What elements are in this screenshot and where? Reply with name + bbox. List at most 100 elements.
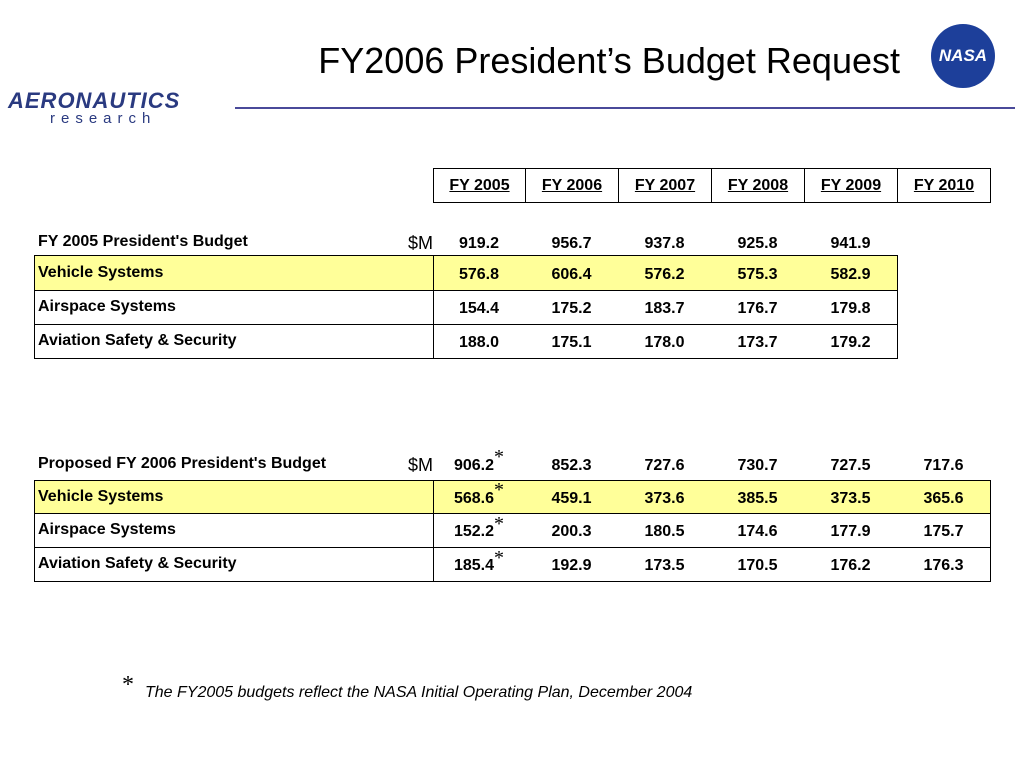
value: 179.8 bbox=[830, 300, 871, 317]
value-cell: 175.7 bbox=[897, 515, 990, 549]
note-marker: * bbox=[494, 479, 505, 501]
row-box bbox=[34, 324, 898, 359]
value-cell: 365.6 bbox=[897, 482, 990, 515]
value: 575.3 bbox=[737, 265, 778, 283]
brand-logo: AERONAUTICS bbox=[8, 88, 181, 113]
footnote: The FY2005 budgets reflect the NASA Init… bbox=[145, 684, 693, 701]
column-header-text: FY 2005 bbox=[449, 176, 510, 194]
value: 154.4 bbox=[458, 300, 500, 317]
column-header: FY 2007 bbox=[618, 168, 712, 203]
value-cell: 852.3 bbox=[525, 449, 618, 482]
value: 173.7 bbox=[737, 334, 778, 351]
value-cell: 183.7 bbox=[618, 292, 711, 326]
value: 188.0 bbox=[458, 334, 500, 351]
value-cell: 941.9 bbox=[804, 230, 897, 257]
value-cell: 717.6 bbox=[897, 449, 990, 482]
brand-sub: research bbox=[50, 110, 157, 127]
value: 176.3 bbox=[923, 557, 964, 574]
value-cell: 373.6 bbox=[618, 482, 711, 515]
value: 727.6 bbox=[644, 456, 685, 474]
value: 180.5 bbox=[644, 523, 685, 540]
value: 852.3 bbox=[551, 456, 592, 474]
value-cell: 925.8 bbox=[711, 230, 804, 257]
value-cell: 176.3 bbox=[897, 549, 990, 583]
column-header: FY 2009 bbox=[804, 168, 898, 203]
value-cell: 192.9 bbox=[525, 549, 618, 583]
value: 173.5 bbox=[644, 557, 685, 574]
value-cell: 188.0 bbox=[433, 326, 525, 360]
value-cell: 730.7 bbox=[711, 449, 804, 482]
value: 178.0 bbox=[644, 334, 685, 351]
agency-logo: NASA bbox=[931, 24, 995, 88]
value-cell: 575.3 bbox=[711, 257, 804, 292]
value: 177.9 bbox=[830, 523, 871, 540]
value: 906.2 bbox=[453, 456, 495, 474]
value-cell: 175.1 bbox=[525, 326, 618, 360]
value: 385.5 bbox=[737, 489, 778, 507]
value: 717.6 bbox=[923, 456, 964, 474]
value: 937.8 bbox=[644, 234, 685, 252]
value-cell: 180.5 bbox=[618, 515, 711, 549]
row-label: Vehicle Systems bbox=[38, 263, 164, 281]
value: 568.6 bbox=[453, 489, 495, 507]
value-cell: 576.8 bbox=[433, 257, 525, 292]
header-rule bbox=[235, 107, 1015, 109]
value-cell: 200.3 bbox=[525, 515, 618, 549]
value-cell: 582.9 bbox=[804, 257, 897, 292]
unit: $M bbox=[408, 233, 434, 253]
column-header-text: FY 2008 bbox=[727, 176, 789, 194]
footnote-marker: * bbox=[122, 672, 134, 698]
value: 373.5 bbox=[830, 489, 871, 507]
value: 179.2 bbox=[830, 334, 871, 351]
value: 365.6 bbox=[923, 489, 964, 507]
value-cell: 174.6 bbox=[711, 515, 804, 549]
row-label: Airspace Systems bbox=[38, 298, 176, 315]
value: 727.5 bbox=[830, 456, 871, 474]
value: 176.7 bbox=[737, 300, 778, 317]
value-cell: 175.2 bbox=[525, 292, 618, 326]
value-cell: 727.5 bbox=[804, 449, 897, 482]
value-cell: 152.2 * bbox=[433, 512, 525, 549]
value-cell: 173.5 bbox=[618, 549, 711, 583]
row-label: Vehicle Systems bbox=[38, 487, 164, 505]
value-cell: 185.4 * bbox=[433, 547, 525, 583]
value: 175.1 bbox=[551, 334, 592, 351]
value: 606.4 bbox=[551, 265, 592, 283]
value-cell: 385.5 bbox=[711, 482, 804, 515]
value: 185.4 bbox=[453, 557, 495, 574]
value-cell: 176.2 bbox=[804, 549, 897, 583]
note-marker: * bbox=[494, 512, 505, 535]
value-cell: 176.7 bbox=[711, 292, 804, 326]
row-label: FY 2005 President's Budget bbox=[38, 232, 248, 250]
value: 170.5 bbox=[737, 557, 778, 574]
label-divider bbox=[433, 513, 434, 547]
value: 175.7 bbox=[923, 523, 964, 540]
value: 200.3 bbox=[551, 523, 592, 540]
column-header-text: FY 2009 bbox=[820, 176, 882, 194]
column-header-text: FY 2006 bbox=[541, 176, 603, 194]
column-header: FY 2006 bbox=[525, 168, 619, 203]
label-divider bbox=[433, 255, 434, 290]
value: 174.6 bbox=[737, 523, 778, 540]
value-cell: 459.1 bbox=[525, 482, 618, 515]
value-cell: 179.8 bbox=[804, 292, 897, 326]
value: 919.2 bbox=[458, 234, 500, 252]
value-cell: 906.2 * bbox=[433, 446, 525, 482]
label-divider bbox=[433, 480, 434, 513]
value-cell: 173.7 bbox=[711, 326, 804, 360]
value-cell: 576.2 bbox=[618, 257, 711, 292]
value-cell: 727.6 bbox=[618, 449, 711, 482]
value-cell: 919.2 bbox=[433, 230, 525, 257]
column-header-text: FY 2007 bbox=[634, 176, 696, 194]
value: 192.9 bbox=[551, 557, 592, 574]
value-cell: 178.0 bbox=[618, 326, 711, 360]
value: 152.2 bbox=[453, 523, 495, 540]
row-label: Aviation Safety & Security bbox=[38, 555, 237, 572]
value-cell: 956.7 bbox=[525, 230, 618, 257]
row-box bbox=[34, 547, 991, 582]
value-cell: 154.4 bbox=[433, 292, 525, 326]
value-cell: 373.5 bbox=[804, 482, 897, 515]
value: 459.1 bbox=[551, 489, 592, 507]
row-label: Aviation Safety & Security bbox=[38, 332, 237, 349]
